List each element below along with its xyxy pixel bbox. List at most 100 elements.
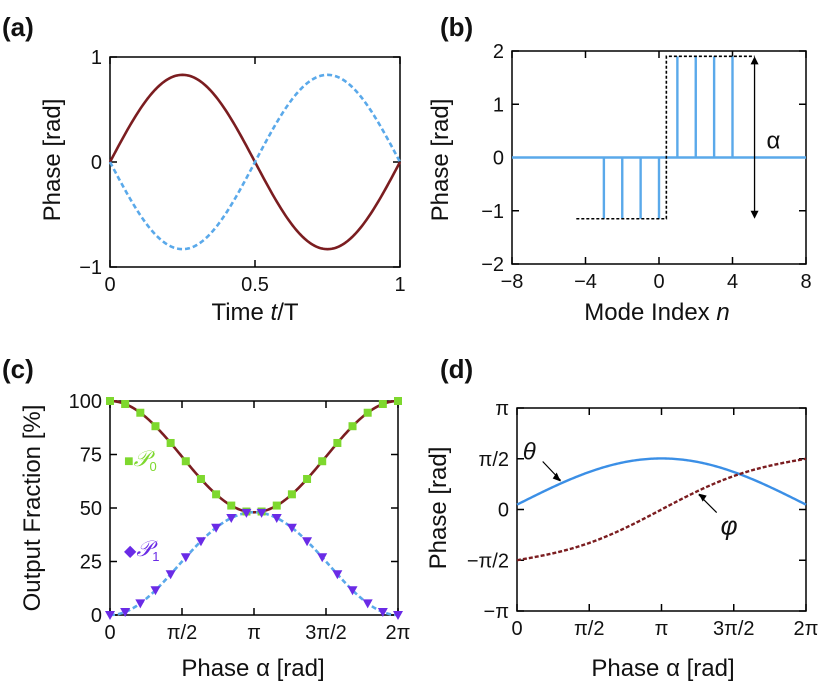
b-ylabel: Phase [rad] [427, 99, 454, 222]
c-p1-marker [302, 537, 313, 547]
c-p0-marker [181, 457, 190, 466]
b-alpha-arrowhead-top [750, 56, 759, 65]
c-ytick-label: 0 [91, 605, 102, 627]
c-p0-marker [333, 438, 342, 447]
c-p1-marker [241, 508, 252, 518]
d-theta-curve [516, 457, 807, 506]
c-p1-marker [211, 523, 222, 533]
a-xtick-label: 0 [104, 274, 115, 296]
c-p1-marker [377, 607, 388, 617]
a-ytick-label: 1 [91, 47, 102, 69]
c-ytick-label: 50 [80, 498, 102, 520]
c-xlabel: Phase α [rad] [181, 655, 324, 682]
b-xtick-label: 0 [653, 271, 664, 293]
a-xlabel-suffix: /T [277, 299, 299, 326]
d-theta-label: θ [523, 439, 536, 466]
c-xtick-label: π/2 [167, 622, 197, 644]
c-p0-marker [196, 474, 205, 483]
c-p1-marker [347, 586, 358, 596]
d-phi-pointer-head [698, 493, 707, 502]
c-p1-marker [362, 599, 373, 609]
b-ytick-label: 0 [493, 148, 504, 170]
c-ylabel: Output Fraction [%] [19, 405, 46, 612]
c-p1-marker [226, 513, 237, 523]
d-ytick-label: π [495, 398, 509, 420]
d-ylabel: Phase [rad] [425, 447, 452, 570]
c-p0-marker [303, 474, 312, 483]
panel-c-output-fraction-plot: 0 π/2 π 3π/2 2π 0 25 50 75 100 ■𝒫0 ◆𝒫1 [69, 391, 411, 644]
b-alpha-arrowhead-bottom [750, 210, 759, 219]
c-p1-marker [120, 607, 131, 617]
c-p0-marker [121, 400, 130, 409]
c-p0-marker [363, 408, 372, 417]
c-xtick-label: π [247, 622, 261, 644]
d-theta-pointer-head [552, 472, 561, 482]
c-p0-marker [166, 438, 175, 447]
c-p0-marker [394, 397, 402, 405]
d-ytick-label: 0 [498, 500, 509, 522]
c-p1-marker [256, 508, 267, 518]
a-xlabel-var: t [271, 299, 279, 326]
c-xtick-label: 0 [104, 622, 115, 644]
c-xtick-label: 3π/2 [305, 622, 347, 644]
c-frame [109, 400, 399, 616]
a-series-dashed-line [108, 73, 402, 251]
c-p1-marker [393, 611, 403, 620]
c-p1-marker [135, 599, 146, 609]
d-xlabel: Phase α [rad] [591, 655, 734, 682]
b-xtick-label: −8 [501, 271, 524, 293]
c-p0-marker [136, 408, 145, 417]
d-xtick-label: π [655, 618, 669, 640]
c-p0-marker [272, 501, 281, 510]
a-ytick-label: 0 [91, 152, 102, 174]
c-legend-p1: ◆𝒫1 [124, 536, 159, 564]
panel-a-time-phase-plot: 0 0.5 1−101 [79, 47, 405, 296]
c-p1-marker [195, 537, 206, 547]
c-p1-marker [105, 611, 115, 620]
b-xtick-label: −4 [574, 271, 597, 293]
d-xtick-label: 0 [511, 618, 522, 640]
c-p0-curve [109, 399, 399, 514]
c-p0-marker [151, 422, 160, 431]
d-frame [516, 407, 807, 612]
b-xlabel-prefix: Mode Index [584, 299, 716, 326]
d-ytick-label: π/2 [479, 449, 509, 471]
b-ytick-label: −1 [481, 201, 504, 223]
c-ytick-label: 25 [80, 552, 102, 574]
c-p1-marker [180, 553, 191, 563]
panel-b-mode-stem-plot: −8 −4 0 4 8 −2 −1 0 1 2 α [481, 41, 811, 293]
panel-label-c: (c) [2, 354, 34, 384]
a-xtick-label: 0.5 [241, 274, 269, 296]
b-envelope-dotted [576, 55, 755, 220]
c-p1-marker [332, 570, 343, 580]
c-p0-marker [378, 400, 387, 409]
b-ytick-label: 2 [493, 41, 504, 63]
c-xtick-label: 2π [386, 622, 411, 644]
panel-label-d: (d) [440, 354, 473, 384]
b-xlabel: Mode Index n [584, 299, 729, 326]
d-ytick-label: −π [484, 601, 509, 623]
c-p1-marker [150, 586, 161, 596]
d-xtick-label: π/2 [574, 618, 604, 640]
d-phi-curve [516, 457, 807, 562]
d-phi-label: φ [721, 511, 738, 541]
b-xlabel-var: n [716, 299, 729, 326]
b-alpha-annotation: α [767, 128, 781, 155]
a-ylabel: Phase [rad] [39, 99, 66, 222]
c-p1-marker [317, 553, 328, 563]
c-legend-p0: ■𝒫0 [124, 446, 157, 474]
d-ytick-label: −π/2 [467, 550, 509, 572]
panel-label-a: (a) [2, 12, 34, 42]
a-xlabel: Time t/T [211, 299, 298, 326]
c-p0-marker [348, 422, 357, 431]
d-xtick-label: 3π/2 [713, 618, 755, 640]
c-p0-marker [318, 457, 327, 466]
a-xlabel-prefix: Time [211, 299, 270, 326]
c-p0-marker [287, 490, 296, 499]
b-xtick-label: 8 [800, 271, 811, 293]
c-ytick-label: 100 [69, 391, 102, 413]
b-xtick-label: 4 [727, 271, 738, 293]
c-p1-marker [165, 570, 176, 580]
